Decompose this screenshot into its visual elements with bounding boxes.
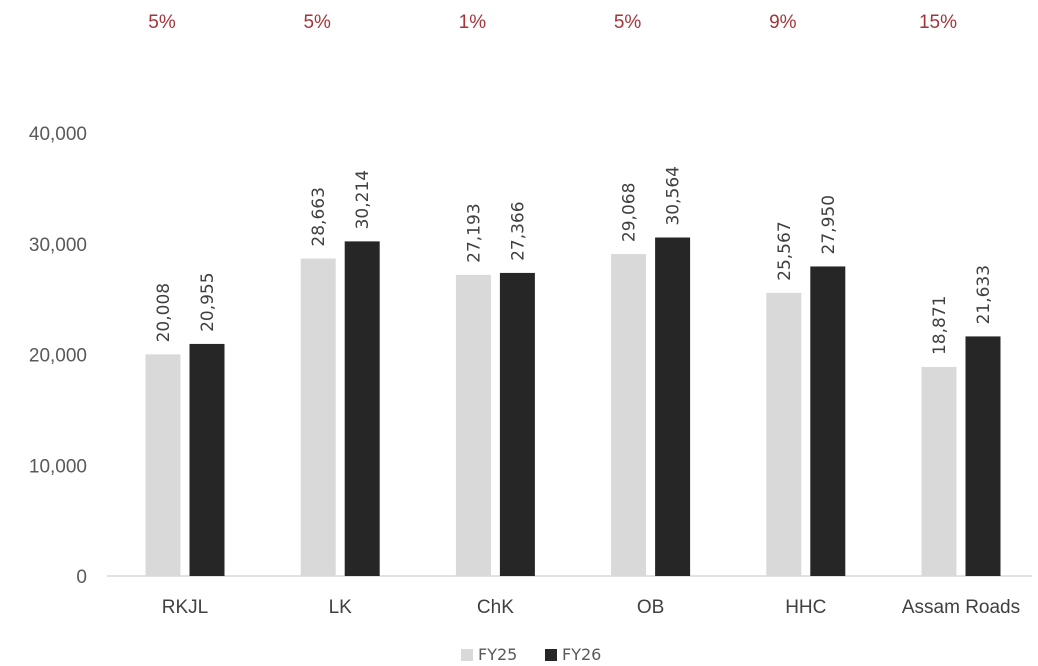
data-label: 25,567 [775,221,795,280]
data-label: 27,193 [464,203,484,262]
data-label: 18,871 [930,296,950,355]
x-tick-label: LK [329,597,353,618]
growth-label: 9% [769,12,797,33]
bar-fy26-rkjl [189,343,225,576]
growth-label: 5% [303,12,331,33]
bar-fy26-ob [655,237,691,576]
data-label: 27,366 [508,201,528,260]
growth-label: 1% [459,12,487,33]
legend-swatch-fy25 [461,649,473,661]
y-tick-label: 40,000 [29,124,87,145]
growth-label: 5% [614,12,642,33]
growth-label: 15% [919,12,957,33]
x-tick-label: HHC [785,597,826,618]
legend-label-fy26: FY26 [562,645,601,664]
data-label: 27,950 [819,195,839,254]
growth-label: 5% [148,12,176,33]
x-tick-label: RKJL [162,597,208,618]
x-axis: RKJL LK ChK OB HHC Assam Roads [162,597,1020,618]
legend-label-fy25: FY25 [478,645,517,664]
x-tick-label: OB [637,597,664,618]
bar-fy26-chk [499,272,535,576]
bar-fy26-assam-roads [965,336,1001,576]
data-label: 28,663 [309,187,329,246]
data-label: 20,955 [198,272,218,331]
data-label: 29,068 [620,183,640,242]
y-tick-label: 0 [76,567,87,588]
y-tick-label: 10,000 [29,456,87,477]
data-label: 30,214 [353,170,373,229]
y-axis: 0 10,000 20,000 30,000 40,000 [29,124,87,588]
bar-fy25-assam-roads [921,367,957,576]
bar-fy25-rkjl [145,354,181,576]
bar-fy26-hhc [810,266,846,576]
y-tick-label: 20,000 [29,346,87,367]
bars [145,237,1001,576]
data-label: 20,008 [154,283,174,342]
x-tick-label: Assam Roads [902,597,1020,618]
data-labels: 20,008 20,955 28,663 30,214 27,193 27,366 29,0… [154,166,994,355]
bar-fy25-hhc [766,292,802,576]
bar-fy25-lk [300,258,336,576]
legend: FY25 FY26 [461,645,601,664]
y-tick-label: 30,000 [29,235,87,256]
data-label: 30,564 [664,166,684,225]
x-tick-label: ChK [477,597,514,618]
growth-labels: 5% 5% 1% 5% 9% 15% [148,12,957,33]
bar-fy25-ob [611,254,647,576]
data-label: 21,633 [974,265,994,324]
legend-swatch-fy26 [545,649,557,661]
bar-fy26-lk [344,241,380,576]
bar-fy25-chk [455,274,491,576]
